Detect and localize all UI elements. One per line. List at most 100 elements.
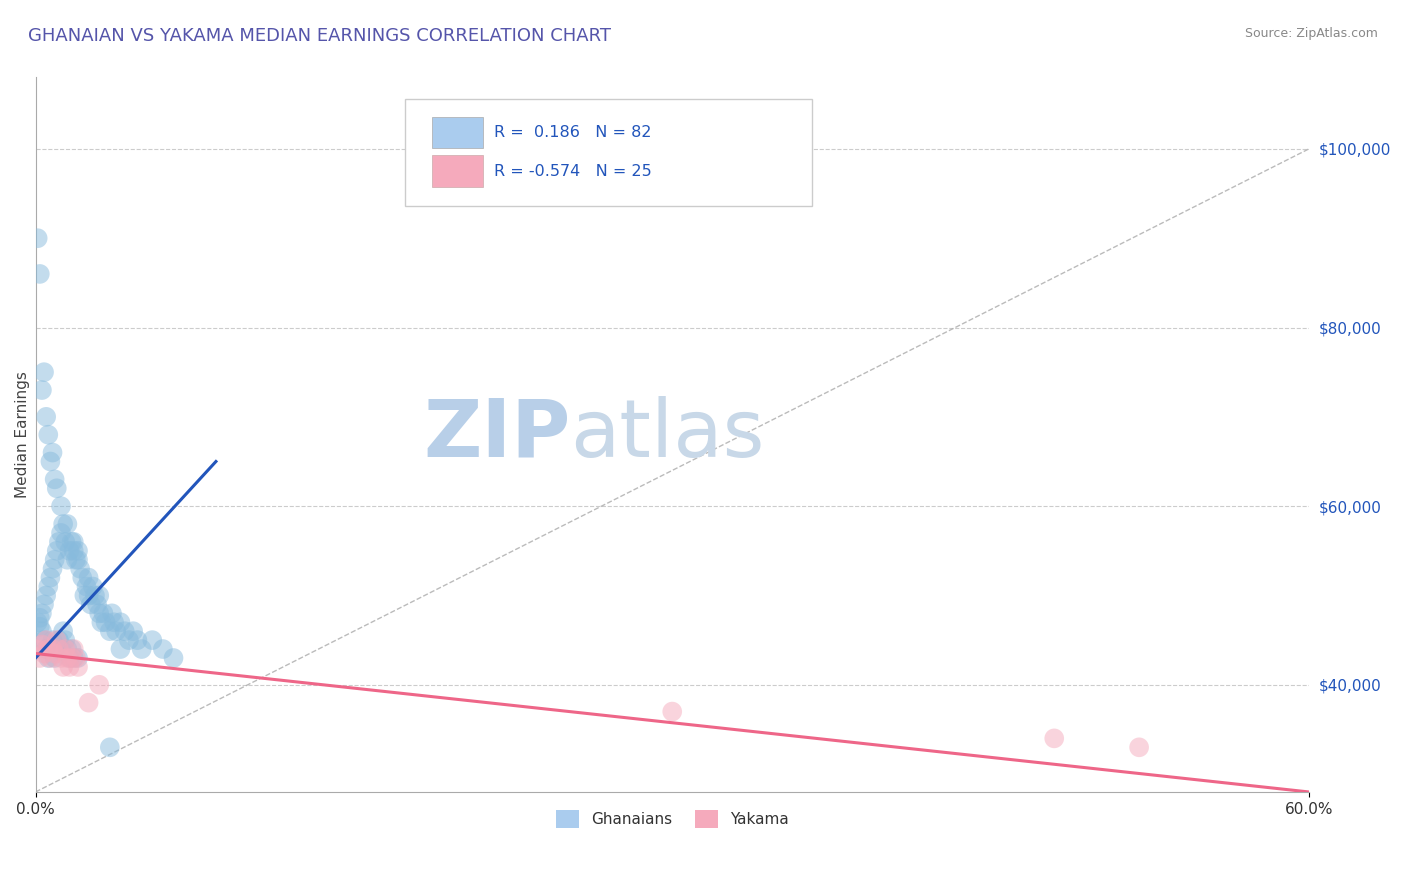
Point <box>62 534 84 549</box>
Point <box>35 409 58 424</box>
Point <box>37 651 59 665</box>
Point <box>49 525 72 540</box>
Point <box>32 633 55 648</box>
Point <box>48 534 70 549</box>
Point <box>69 562 91 576</box>
Point <box>58 651 80 665</box>
Point <box>39 642 62 657</box>
Point <box>118 633 141 648</box>
Point <box>28 267 51 281</box>
Point <box>48 642 70 657</box>
Point <box>27 615 49 630</box>
Point <box>45 633 67 648</box>
Point <box>49 642 72 657</box>
Point <box>53 633 76 648</box>
Point <box>77 696 100 710</box>
Point <box>62 651 84 665</box>
Point <box>31 624 53 639</box>
Point <box>45 543 67 558</box>
Point <box>48 633 70 648</box>
Point <box>101 607 124 621</box>
Point <box>28 611 51 625</box>
Text: GHANAIAN VS YAKAMA MEDIAN EARNINGS CORRELATION CHART: GHANAIAN VS YAKAMA MEDIAN EARNINGS CORRE… <box>28 27 612 45</box>
Point <box>131 642 153 657</box>
Point <box>110 642 132 657</box>
Point <box>44 472 66 486</box>
Point <box>49 651 72 665</box>
Point <box>28 620 51 634</box>
Point <box>32 598 55 612</box>
Legend: Ghanaians, Yakama: Ghanaians, Yakama <box>550 804 794 834</box>
Point <box>76 580 98 594</box>
Point <box>56 553 79 567</box>
Point <box>80 598 103 612</box>
Point <box>39 571 62 585</box>
Point <box>152 642 174 657</box>
Point <box>86 598 108 612</box>
Point <box>122 624 145 639</box>
Point <box>56 642 79 657</box>
FancyBboxPatch shape <box>432 155 482 186</box>
Point <box>93 607 115 621</box>
Point <box>37 580 59 594</box>
Point <box>31 607 53 621</box>
Point <box>44 651 66 665</box>
Point <box>35 642 58 657</box>
Point <box>58 660 80 674</box>
Point <box>77 571 100 585</box>
Point <box>82 580 104 594</box>
Point <box>66 553 89 567</box>
Point <box>41 562 63 576</box>
Point <box>58 543 80 558</box>
Point <box>141 633 163 648</box>
Point <box>98 624 121 639</box>
Point <box>27 231 49 245</box>
Point <box>77 589 100 603</box>
Point <box>62 642 84 657</box>
Y-axis label: Median Earnings: Median Earnings <box>15 371 30 498</box>
Point <box>60 642 83 657</box>
Point <box>65 553 87 567</box>
Point <box>37 427 59 442</box>
Point <box>32 647 55 661</box>
Point <box>52 660 75 674</box>
Point <box>44 553 66 567</box>
Point <box>53 642 76 657</box>
Point <box>39 651 62 665</box>
Point <box>60 651 83 665</box>
Point <box>89 589 111 603</box>
Point <box>66 543 89 558</box>
Point <box>89 678 111 692</box>
Point <box>127 633 149 648</box>
Point <box>661 705 683 719</box>
Point <box>37 642 59 657</box>
FancyBboxPatch shape <box>405 99 813 206</box>
Point <box>56 651 79 665</box>
Point <box>56 516 79 531</box>
Point <box>110 615 132 630</box>
Point <box>98 740 121 755</box>
Text: R = -0.574   N = 25: R = -0.574 N = 25 <box>494 163 652 178</box>
Point <box>62 543 84 558</box>
Point <box>105 624 128 639</box>
Point <box>41 445 63 459</box>
Point <box>32 365 55 379</box>
Point <box>73 589 96 603</box>
FancyBboxPatch shape <box>432 117 482 148</box>
Point <box>65 651 87 665</box>
Point <box>66 660 89 674</box>
Text: ZIP: ZIP <box>423 396 571 474</box>
Point <box>60 534 83 549</box>
Point <box>70 571 93 585</box>
Point <box>66 651 89 665</box>
Point <box>28 651 51 665</box>
Text: atlas: atlas <box>571 396 765 474</box>
Point <box>1128 740 1150 755</box>
Text: R =  0.186   N = 82: R = 0.186 N = 82 <box>494 125 651 140</box>
Text: Source: ZipAtlas.com: Source: ZipAtlas.com <box>1244 27 1378 40</box>
Point <box>94 615 117 630</box>
Point <box>84 589 107 603</box>
Point <box>41 642 63 657</box>
Point <box>49 499 72 513</box>
Point <box>44 647 66 661</box>
